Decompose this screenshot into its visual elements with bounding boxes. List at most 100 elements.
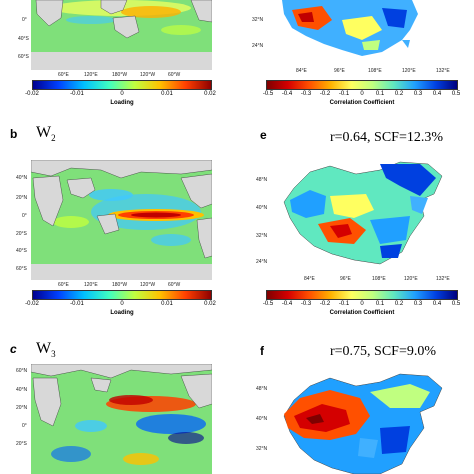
corr-tick-d-10: 0.5 [451,91,461,97]
w-label-b-sub: 2 [51,133,56,144]
map-d-lon-2: 108°E [368,68,382,74]
corr-tick-d-9: 0.4 [432,91,442,97]
loading-colorbar-a [32,80,212,90]
map-e-lon-0: 84°E [304,276,315,282]
corr-tick-e-7: 0.2 [394,301,404,307]
map-d [262,0,442,72]
map-a-lon-0: 60°E [58,72,69,78]
loading-tick-b-3: 0.01 [161,301,173,307]
map-a-lat-2: 60°S [18,54,29,60]
map-d-field [262,0,442,72]
map-b-lat-5: 60°S [16,266,27,272]
corr-tick-d-1: -0.4 [281,91,293,97]
map-d-lon-0: 84°E [296,68,307,74]
map-e-lat-0: 48°N [256,177,268,183]
map-f [270,368,450,474]
map-d-lon-4: 132°E [436,68,450,74]
map-c-lat-4: 20°S [16,441,27,447]
map-c [31,364,212,474]
corr-tick-d-6: 0.1 [375,91,385,97]
corr-tick-d-4: -0.1 [338,91,350,97]
map-e-lat-1: 40°N [256,205,268,211]
map-a-lat-0: 0° [22,17,27,23]
map-b-field [31,160,212,280]
w-label-c-sub: 3 [51,349,56,360]
w-label-c: W3 [36,340,56,359]
map-e-field [270,160,450,275]
panel-letter-c: c [10,342,17,356]
loading-tick-a-2: 0 [120,91,124,97]
corr-colorbar-d [266,80,458,90]
corr-tick-d-2: -0.3 [300,91,312,97]
loading-tick-a-0: -0.02 [25,91,39,97]
corr-tick-e-1: -0.4 [281,301,293,307]
corr-tick-e-2: -0.3 [300,301,312,307]
w-label-b: W2 [36,124,56,143]
map-d-lon-1: 96°E [334,68,345,74]
corr-tick-e-6: 0.1 [375,301,385,307]
corr-tick-d-3: -0.2 [319,91,331,97]
map-c-lat-2: 20°N [16,405,28,411]
loading-tick-a-4: 0.02 [204,91,216,97]
map-b-lat-2: 0° [22,213,27,219]
map-f-lat-0: 48°N [256,386,268,392]
map-b-lat-1: 20°N [16,195,28,201]
loading-tick-b-0: -0.02 [25,301,39,307]
map-e-lon-2: 108°E [372,276,386,282]
panel-letter-f: f [260,344,264,358]
map-b [31,160,212,280]
loading-tick-a-1: -0.01 [70,91,84,97]
map-a-lon-3: 120°W [140,72,156,78]
w-label-b-base: W [36,124,52,141]
map-e-lon-4: 132°E [436,276,450,282]
panel-letter-e: e [260,128,267,142]
corr-tick-d-8: 0.3 [413,91,423,97]
map-b-lon-4: 60°W [168,282,181,288]
map-a-field [31,0,212,70]
map-a-lon-1: 120°E [84,72,98,78]
loading-tick-b-2: 0 [120,301,124,307]
map-a [31,0,212,70]
map-e [270,160,450,275]
map-f-lat-2: 32°N [256,446,268,452]
map-e-lat-2: 32°N [256,233,268,239]
loading-colorbar-b [32,290,212,300]
map-d-lat-0: 32°N [252,17,264,23]
map-c-lat-3: 0° [22,423,27,429]
map-e-lon-3: 120°E [404,276,418,282]
map-b-lon-2: 180°W [112,282,128,288]
map-a-lon-2: 180°W [112,72,128,78]
corr-tick-e-8: 0.3 [413,301,423,307]
map-b-lat-3: 20°S [16,231,27,237]
corr-title-e: Correlation Coefficient [329,310,395,316]
map-b-lon-0: 60°E [58,282,69,288]
corr-tick-e-10: 0.5 [451,301,461,307]
corr-colorbar-e [266,290,458,300]
map-c-lat-1: 40°N [16,387,28,393]
corr-tick-d-7: 0.2 [394,91,404,97]
corr-tick-e-9: 0.4 [432,301,442,307]
map-e-lat-3: 24°N [256,259,268,265]
corr-tick-e-3: -0.2 [319,301,331,307]
map-f-lat-1: 40°N [256,416,268,422]
corr-tick-e-0: -0.5 [262,301,274,307]
loading-tick-a-3: 0.01 [161,91,173,97]
map-e-lon-1: 96°E [340,276,351,282]
corr-tick-e-4: -0.1 [338,301,350,307]
map-b-lon-1: 120°E [84,282,98,288]
map-c-field [31,364,212,474]
loading-tick-b-1: -0.01 [70,301,84,307]
map-b-lat-0: 40°N [16,175,28,181]
map-d-lon-3: 120°E [402,68,416,74]
panel-letter-b: b [10,127,18,141]
loading-title-b: Loading [110,310,134,316]
stats-e: r=0.64, SCF=12.3% [330,130,444,145]
map-f-field [270,368,450,474]
map-b-lat-4: 40°S [16,248,27,254]
corr-title-d: Correlation Coefficient [329,100,395,106]
map-a-lon-4: 60°W [168,72,181,78]
map-d-lat-1: 24°N [252,43,264,49]
corr-tick-e-5: 0 [360,301,364,307]
map-a-lat-1: 40°S [18,36,29,42]
map-c-lat-0: 60°N [16,368,28,374]
